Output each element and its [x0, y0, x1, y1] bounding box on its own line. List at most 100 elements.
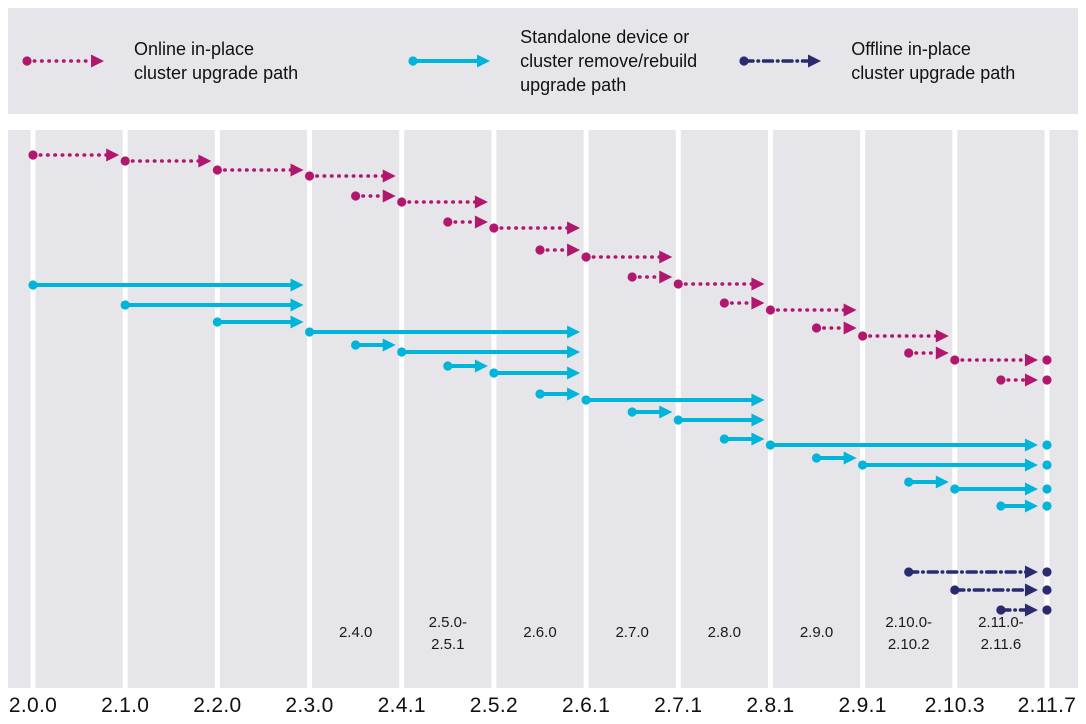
- legend-item-offline: Offline in-place cluster upgrade path: [737, 37, 1015, 85]
- legend-item-online: Online in-place cluster upgrade path: [20, 37, 298, 85]
- path-rebuild-2.11.0-2.11.6-to-2.11.7-arrowhead-icon: [1024, 499, 1038, 513]
- legend-sample-online-arrowhead-icon: [91, 54, 104, 68]
- legend-label-offline: Offline in-place cluster upgrade path: [851, 39, 1016, 83]
- path-online-2.6.0-to-2.6.1-start-dot: [535, 245, 545, 255]
- path-rebuild-2.10.3-to-2.11.7-start-dot: [950, 484, 960, 494]
- path-rebuild-2.6.0-to-2.6.1-start-dot: [535, 389, 545, 399]
- path-rebuild-2.5.2-to-2.6.1-start-dot: [489, 368, 499, 378]
- axis-label-2.6.1: 2.6.1: [561, 694, 611, 717]
- path-rebuild-2.5.0-2.5.1-to-2.5.2-arrowhead-icon: [474, 359, 488, 373]
- path-rebuild-2.9.1-to-2.11.7-arrowhead-icon: [1024, 458, 1038, 472]
- path-online-2.0.0-to-2.1.0-start-dot: [28, 150, 38, 160]
- path-rebuild-2.7.0-to-2.7.1-start-dot: [627, 407, 637, 417]
- legend-sample-online-start-dot: [22, 56, 32, 66]
- path-rebuild-2.7.1-to-2.8.1-start-dot: [673, 415, 683, 425]
- path-rebuild-2.4.0-to-2.4.1-start-dot: [351, 340, 361, 350]
- path-online-2.7.1-to-2.8.1-start-dot: [673, 279, 683, 289]
- legend-sample-rebuild-arrowhead-icon: [477, 54, 491, 68]
- path-rebuild-2.9.0-to-2.9.1-arrowhead-icon: [843, 451, 857, 465]
- chart-canvas: 2.4.0 2.5.0-2.5.1 2.6.0 2.7.0 2.8.0 2.9.0 2.10…: [28, 130, 1052, 688]
- legend-item-rebuild: Standalone device or cluster remove/rebu…: [406, 25, 697, 97]
- path-rebuild-2.9.1-to-2.11.7-end-dot: [1042, 460, 1052, 470]
- path-online-2.8.1-to-2.9.1-arrowhead-icon: [843, 303, 857, 317]
- path-rebuild-2.5.0-2.5.1-to-2.5.2-start-dot: [443, 361, 453, 371]
- axis-label-2.10.3: 2.10.3: [924, 694, 985, 717]
- path-rebuild-2.0.0-to-2.3.0-start-dot: [28, 280, 38, 290]
- path-rebuild-2.11.0-2.11.6-to-2.11.7-start-dot: [996, 501, 1006, 511]
- axis-label-2.9.1: 2.9.1: [838, 694, 887, 717]
- path-rebuild-2.6.0-to-2.6.1-arrowhead-icon: [567, 387, 581, 401]
- path-rebuild-2.4.0-to-2.4.1-arrowhead-icon: [382, 338, 396, 352]
- legend-label-online: Online in-place cluster upgrade path: [134, 39, 299, 83]
- path-rebuild-2.7.1-to-2.8.1-arrowhead-icon: [751, 413, 765, 427]
- path-online-2.10.3-to-2.11.7-start-dot: [950, 355, 960, 365]
- online-path-line-icon: [22, 54, 104, 68]
- path-online-2.0.0-to-2.1.0-arrowhead-icon: [106, 148, 120, 162]
- path-offline-2.11.0-2.11.6-to-2.11.7-end-dot: [1042, 605, 1052, 615]
- path-offline-2.11.0-2.11.6-to-2.11.7-arrowhead-icon: [1024, 603, 1038, 617]
- intermediate-version-label: 2.7.0: [615, 624, 648, 641]
- path-online-2.10.3-to-2.11.7-end-dot: [1042, 355, 1052, 365]
- path-online-2.10.0-2.10.2-to-2.10.3-start-dot: [904, 348, 914, 358]
- legend-sample-rebuild-start-dot: [408, 56, 418, 66]
- path-rebuild-2.1.0-to-2.3.0-start-dot: [120, 300, 130, 310]
- path-online-2.9.1-to-2.10.3-arrowhead-icon: [935, 329, 949, 343]
- path-online-2.5.0-2.5.1-to-2.5.2-start-dot: [443, 217, 453, 227]
- legend: Online in-place cluster upgrade path Sta…: [8, 8, 1078, 114]
- path-online-2.4.0-to-2.4.1-arrowhead-icon: [382, 189, 396, 203]
- path-online-2.2.0-to-2.3.0-arrowhead-icon: [290, 163, 304, 177]
- path-rebuild-2.8.1-to-2.11.7-end-dot: [1042, 440, 1052, 450]
- path-online-2.5.2-to-2.6.1-arrowhead-icon: [567, 221, 581, 235]
- path-online-2.5.2-to-2.6.1-start-dot: [489, 223, 499, 233]
- axis-label-2.8.1: 2.8.1: [746, 694, 795, 717]
- path-online-2.9.0-to-2.9.1-start-dot: [811, 323, 822, 333]
- path-online-2.4.1-to-2.5.2-arrowhead-icon: [474, 195, 488, 209]
- path-rebuild-2.3.0-to-2.6.1-start-dot: [304, 327, 315, 337]
- path-online-2.11.0-2.11.6-to-2.11.7-arrowhead-icon: [1024, 373, 1038, 387]
- path-rebuild-2.9.1-to-2.11.7-start-dot: [858, 460, 868, 470]
- intermediate-version-label: 2.4.0: [339, 624, 372, 641]
- path-online-2.3.0-to-2.4.1-start-dot: [304, 171, 315, 181]
- intermediate-version-label: 2.6.0: [523, 624, 556, 641]
- path-offline-2.10.3-to-2.11.7-start-dot: [950, 585, 960, 595]
- path-offline-2.10.0-2.10.2-to-2.11.7-arrowhead-icon: [1024, 565, 1038, 579]
- path-rebuild-2.5.2-to-2.6.1-arrowhead-icon: [567, 366, 581, 380]
- path-rebuild-2.2.0-to-2.3.0-start-dot: [212, 317, 222, 327]
- path-rebuild-2.8.1-to-2.11.7-arrowhead-icon: [1024, 438, 1038, 452]
- version-axis: 2.0.0 2.1.0 2.2.0 2.3.0 2.4.1 2.5.2 2.6.1 2.7.1…: [0, 694, 1086, 724]
- path-online-2.4.0-to-2.4.1-start-dot: [351, 191, 361, 201]
- axis-label-2.7.1: 2.7.1: [654, 694, 703, 717]
- path-online-2.11.0-2.11.6-to-2.11.7-start-dot: [996, 375, 1006, 385]
- path-rebuild-2.3.0-to-2.6.1-arrowhead-icon: [567, 325, 581, 339]
- path-online-2.8.1-to-2.9.1-start-dot: [765, 305, 776, 315]
- offline-path-line-icon: [739, 54, 822, 68]
- path-rebuild-2.10.0-2.10.2-to-2.10.3-start-dot: [904, 477, 914, 487]
- axis-label-2.11.7: 2.11.7: [1017, 694, 1077, 717]
- axis-label-2.2.0: 2.2.0: [193, 694, 242, 717]
- path-rebuild-2.10.3-to-2.11.7-end-dot: [1042, 484, 1052, 494]
- intermediate-version-label: 2.9.0: [800, 624, 833, 641]
- intermediate-version-label: 2.11.0-2.11.6: [978, 614, 1024, 653]
- upgrade-path-chart: 2.4.0 2.5.0-2.5.1 2.6.0 2.7.0 2.8.0 2.9.0 2.10…: [8, 130, 1078, 688]
- path-rebuild-2.4.1-to-2.6.1-start-dot: [397, 347, 407, 357]
- path-online-2.1.0-to-2.2.0-start-dot: [120, 156, 130, 166]
- path-online-2.9.0-to-2.9.1-arrowhead-icon: [843, 321, 857, 335]
- legend-sample-offline-start-dot: [739, 56, 749, 66]
- axis-label-2.0.0: 2.0.0: [8, 694, 58, 717]
- path-online-2.6.0-to-2.6.1-arrowhead-icon: [567, 243, 581, 257]
- path-rebuild-2.10.3-to-2.11.7-arrowhead-icon: [1024, 482, 1038, 496]
- axis-label-2.3.0: 2.3.0: [285, 694, 334, 717]
- path-rebuild-2.11.0-2.11.6-to-2.11.7-end-dot: [1042, 501, 1052, 511]
- path-rebuild-2.6.1-to-2.8.1-start-dot: [581, 395, 591, 405]
- path-offline-2.10.3-to-2.11.7-end-dot: [1042, 585, 1052, 595]
- path-online-2.5.0-2.5.1-to-2.5.2-arrowhead-icon: [474, 215, 488, 229]
- path-rebuild-2.10.0-2.10.2-to-2.10.3-arrowhead-icon: [935, 475, 949, 489]
- axis-label-2.5.2: 2.5.2: [469, 694, 518, 717]
- path-online-2.8.0-to-2.8.1-start-dot: [719, 298, 729, 308]
- path-online-2.2.0-to-2.3.0-start-dot: [212, 165, 222, 175]
- path-online-2.9.1-to-2.10.3-start-dot: [858, 331, 868, 341]
- axis-label-2.4.1: 2.4.1: [377, 694, 426, 717]
- path-rebuild-2.6.1-to-2.8.1-arrowhead-icon: [751, 393, 765, 407]
- path-rebuild-2.9.0-to-2.9.1-start-dot: [811, 453, 822, 463]
